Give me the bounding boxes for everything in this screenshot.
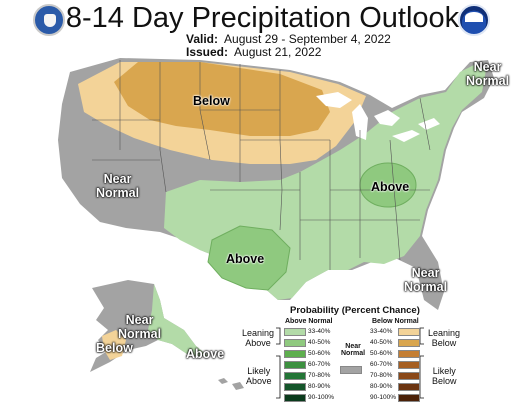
legend-leaning-above: Leaning Above	[242, 328, 274, 348]
legend-near-line: Near	[345, 343, 361, 350]
region-label-above-south: Above	[226, 252, 265, 266]
legend-range-above-0: 33-40%	[308, 327, 331, 335]
legend-text-line: Above	[246, 376, 272, 386]
legend-swatch-below-4	[398, 372, 420, 380]
region-label-above-alaska: Above	[186, 347, 225, 361]
legend-swatch-below-6	[398, 394, 420, 402]
legend-swatch-below-3	[398, 361, 420, 369]
legend-swatch-below-5	[398, 383, 420, 391]
valid-value: August 29 - September 4, 2022	[224, 32, 391, 46]
legend-title: Probability (Percent Chance)	[290, 305, 420, 316]
legend-leaning-below: Leaning Below	[428, 328, 460, 348]
region-label-line: Normal	[404, 280, 448, 294]
legend-swatch-below-2	[398, 350, 420, 358]
legend-likely-below: Likely Below	[432, 366, 457, 386]
legend-text-line: Below	[432, 376, 457, 386]
legend-swatch-above-6	[284, 394, 306, 402]
hawaii-area	[218, 378, 244, 390]
department-of-commerce-seal-icon	[33, 4, 65, 36]
legend-range-below-2: 50-60%	[370, 349, 393, 357]
legend-below-header: Below Normal	[372, 318, 419, 325]
legend-text-line: Leaning	[242, 328, 275, 338]
legend-range-above-6: 90-100%	[308, 393, 335, 401]
legend-range-below-5: 80-90%	[370, 382, 393, 390]
issued-date: Issued: August 21, 2022	[186, 45, 321, 59]
legend-range-below-6: 90-100%	[370, 393, 397, 401]
legend-range-below-1: 40-50%	[370, 338, 393, 346]
state-boundaries	[92, 60, 431, 270]
legend-bracket-lines	[276, 327, 424, 399]
page-title: 8-14 Day Precipitation Outlook	[65, 2, 460, 34]
legend-swatch-below-1	[398, 339, 420, 347]
legend-range-below-3: 60-70%	[370, 360, 393, 368]
legend-swatch-below-0	[398, 328, 420, 336]
great-lakes	[316, 92, 440, 142]
noaa-logo-icon	[458, 4, 490, 36]
legend-swatch-above-5	[284, 383, 306, 391]
region-label-above-ohio: Above	[371, 180, 410, 194]
above-normal-southern-plains-core	[207, 225, 291, 291]
legend-likely-above: Likely Above	[246, 366, 272, 386]
legend-range-above-2: 50-60%	[308, 349, 331, 357]
legend-above-header: Above Normal	[285, 318, 333, 325]
legend-range-above-3: 60-70%	[308, 360, 331, 368]
below-normal-core-area	[114, 62, 330, 136]
region-label-line: Near	[125, 313, 154, 327]
issued-value: August 21, 2022	[234, 45, 322, 59]
region-label-line: Near	[411, 266, 440, 280]
legend-near-header: Near Normal	[341, 343, 365, 357]
legend-near-line: Normal	[341, 350, 366, 357]
legend-text-line: Likely	[247, 366, 271, 376]
alaska-above-normal-area	[148, 284, 208, 356]
legend-range-above-4: 70-80%	[308, 371, 331, 379]
region-label-below-alaska: Below	[96, 341, 133, 355]
region-label-line: Near	[103, 172, 132, 186]
legend-range-above-5: 80-90%	[308, 382, 331, 390]
legend-text-line: Likely	[432, 366, 456, 376]
legend-swatch-above-0	[284, 328, 306, 336]
region-label-near-normal-southeast: Near Normal	[404, 266, 447, 294]
region-label-line: Normal	[96, 186, 140, 200]
valid-label: Valid:	[186, 32, 219, 46]
region-label-near-normal-west: Near Normal	[96, 172, 139, 200]
region-label-below-north: Below	[193, 94, 230, 108]
region-label-line: Normal	[466, 74, 510, 88]
legend-swatch-near-normal	[340, 366, 362, 374]
valid-dates: Valid: August 29 - September 4, 2022	[186, 32, 391, 46]
legend-swatch-above-4	[284, 372, 306, 380]
region-label-line: Normal	[118, 327, 162, 341]
legend-swatch-above-2	[284, 350, 306, 358]
alaska-below-normal-area	[102, 330, 126, 360]
legend-range-above-1: 40-50%	[308, 338, 331, 346]
region-label-line: Near	[473, 60, 502, 74]
legend-text-line: Leaning	[428, 328, 461, 338]
region-label-near-normal-alaska: Near Normal	[118, 313, 161, 341]
legend-swatch-above-3	[284, 361, 306, 369]
legend-swatch-above-1	[284, 339, 306, 347]
legend-range-below-4: 70-80%	[370, 371, 393, 379]
legend-text-line: Above	[245, 338, 271, 348]
legend-text-line: Below	[431, 338, 457, 348]
issued-label: Issued:	[186, 45, 229, 59]
legend-range-below-0: 33-40%	[370, 327, 393, 335]
region-label-near-normal-northeast: Near Normal	[466, 60, 509, 88]
